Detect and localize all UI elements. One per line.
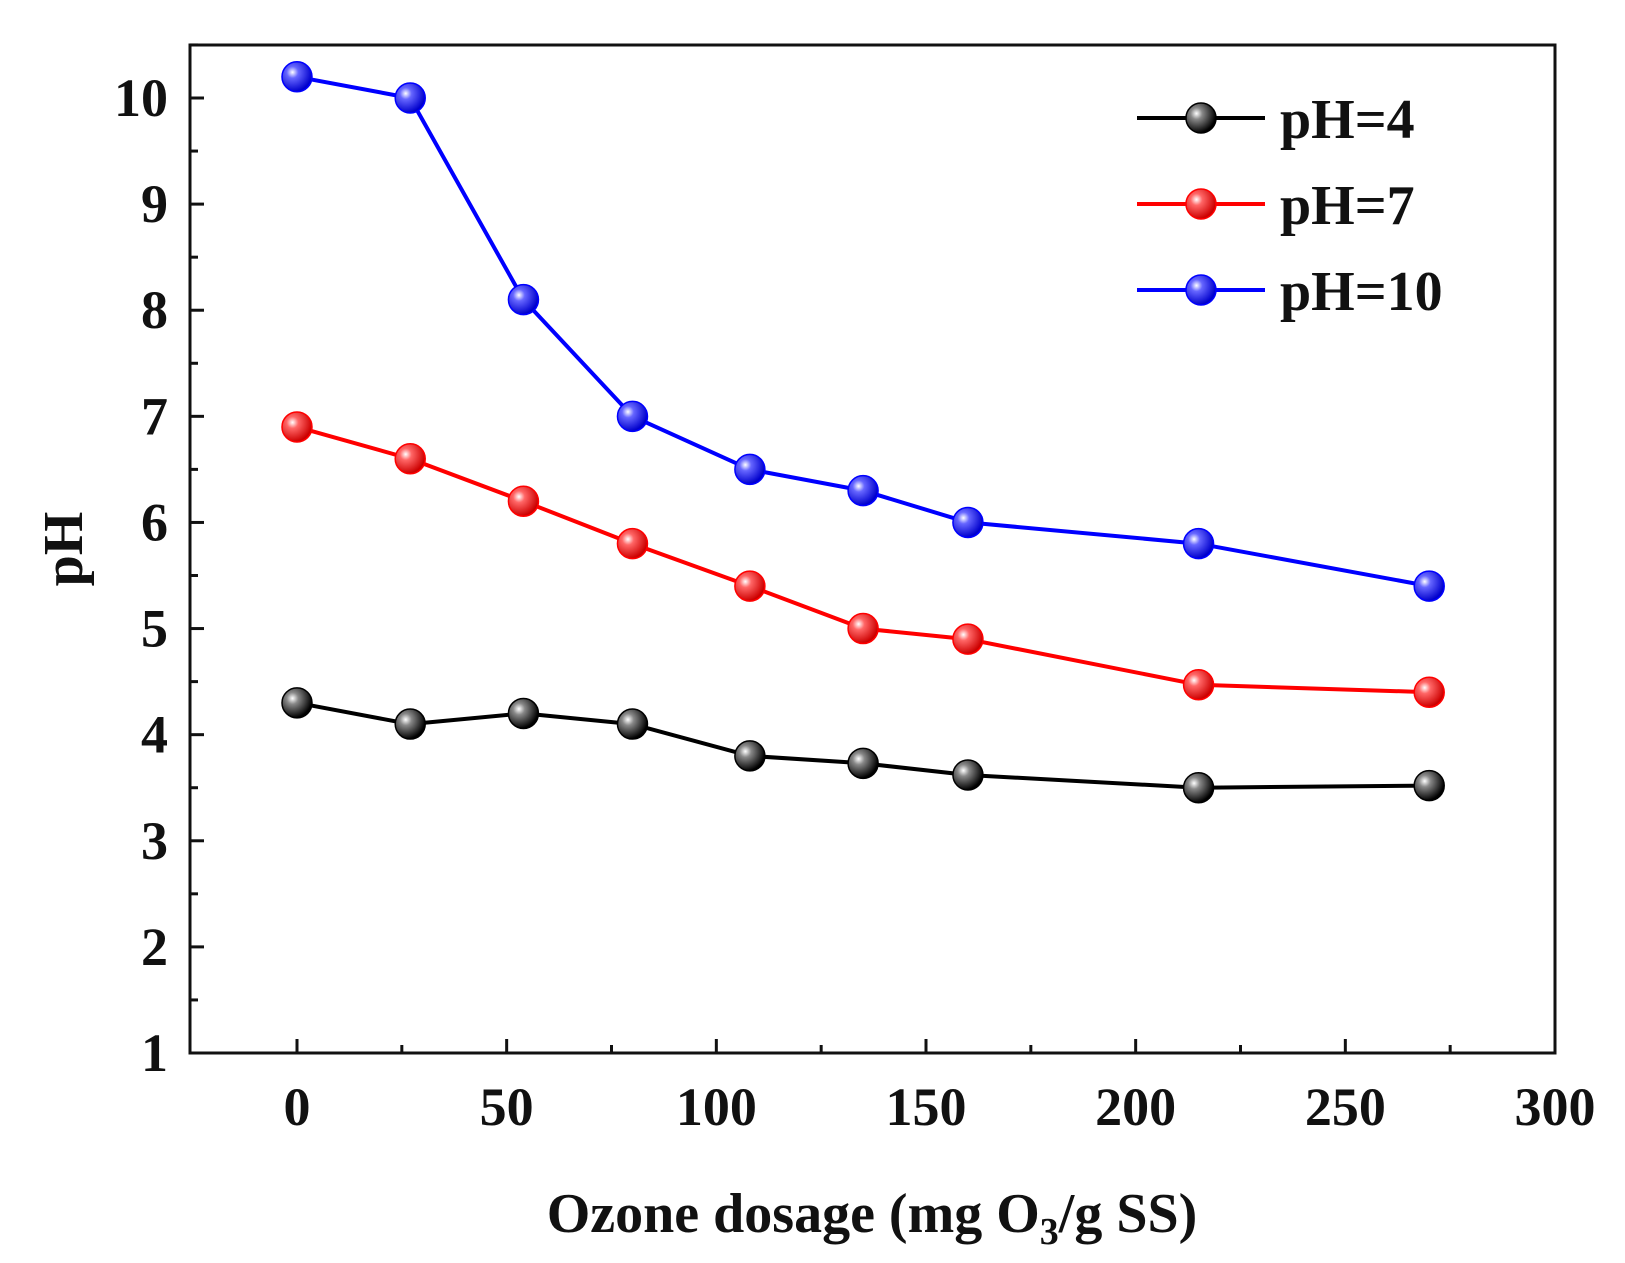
y-tick-label: 9 [141, 174, 168, 234]
data-point [952, 506, 984, 539]
x-axis-label: Ozone dosage (mg O3/g SS) [547, 1183, 1198, 1253]
series-line [296, 424, 1430, 695]
data-point [1413, 676, 1445, 708]
y-tick-label: 10 [114, 68, 168, 128]
y-tick-label: 2 [141, 917, 168, 977]
y-axis-label: pH [33, 512, 95, 587]
series-ph-10 [281, 61, 1445, 602]
legend-marker [1185, 274, 1217, 306]
legend-marker [1185, 102, 1217, 134]
data-point [1182, 669, 1215, 701]
data-point [394, 708, 426, 740]
data-point [507, 697, 540, 730]
data-point [847, 747, 879, 780]
data-point [616, 708, 649, 740]
y-tick-label: 8 [141, 280, 168, 340]
y-tick-label: 6 [141, 492, 168, 552]
data-point [394, 82, 426, 114]
data-point [394, 443, 426, 475]
data-point [507, 283, 540, 316]
x-tick-label: 0 [284, 1077, 311, 1137]
series-ph-7 [281, 411, 1445, 708]
y-tick-label: 4 [141, 705, 168, 765]
x-tick-label: 200 [1095, 1077, 1176, 1137]
series-ph-4 [281, 687, 1445, 804]
data-point [1182, 771, 1215, 804]
data-point [734, 570, 766, 602]
x-tick-label: 150 [886, 1077, 967, 1137]
y-tick-label: 5 [141, 599, 168, 659]
legend-label: pH=7 [1280, 175, 1415, 237]
data-point [734, 740, 766, 772]
x-tick-label: 50 [480, 1077, 534, 1137]
series-line [296, 74, 1430, 589]
x-tick-label: 100 [676, 1077, 757, 1137]
data-point [281, 411, 313, 443]
x-axis-label-subscript: 3 [1040, 1211, 1059, 1253]
data-point [952, 759, 984, 791]
data-point [1413, 570, 1445, 602]
data-point [616, 527, 649, 560]
y-tick-label: 7 [141, 386, 168, 446]
legend-item: pH=4 [1137, 89, 1415, 151]
data-point [507, 485, 540, 517]
plot-frame [188, 43, 1557, 1055]
legend-item: pH=7 [1137, 175, 1415, 237]
data-point [734, 453, 766, 486]
series-layer [281, 61, 1445, 804]
data-point [1413, 769, 1445, 802]
y-tick-label: 1 [141, 1023, 168, 1083]
data-point [952, 623, 984, 655]
legend-label: pH=4 [1280, 89, 1415, 151]
data-point [1182, 527, 1215, 560]
data-point [847, 474, 879, 507]
x-axis-label-tail: /g SS) [1058, 1183, 1198, 1245]
data-point [616, 400, 649, 433]
x-tick-label: 250 [1305, 1077, 1386, 1137]
x-tick-label: 300 [1515, 1077, 1596, 1137]
legend-marker [1185, 188, 1217, 220]
data-point [281, 61, 313, 93]
data-point [281, 687, 313, 719]
axes: 0 50 100 150 200 250 300 1 2 3 4 5 6 7 8 9 10 [114, 43, 1596, 1137]
legend-label: pH=10 [1280, 261, 1443, 323]
y-tick-label: 3 [141, 811, 168, 871]
data-point [847, 612, 879, 645]
legend-item: pH=10 [1137, 261, 1443, 323]
legend: pH=4 pH=7 pH=10 [1137, 89, 1443, 323]
x-axis-label-main: Ozone dosage (mg O [547, 1183, 1040, 1245]
